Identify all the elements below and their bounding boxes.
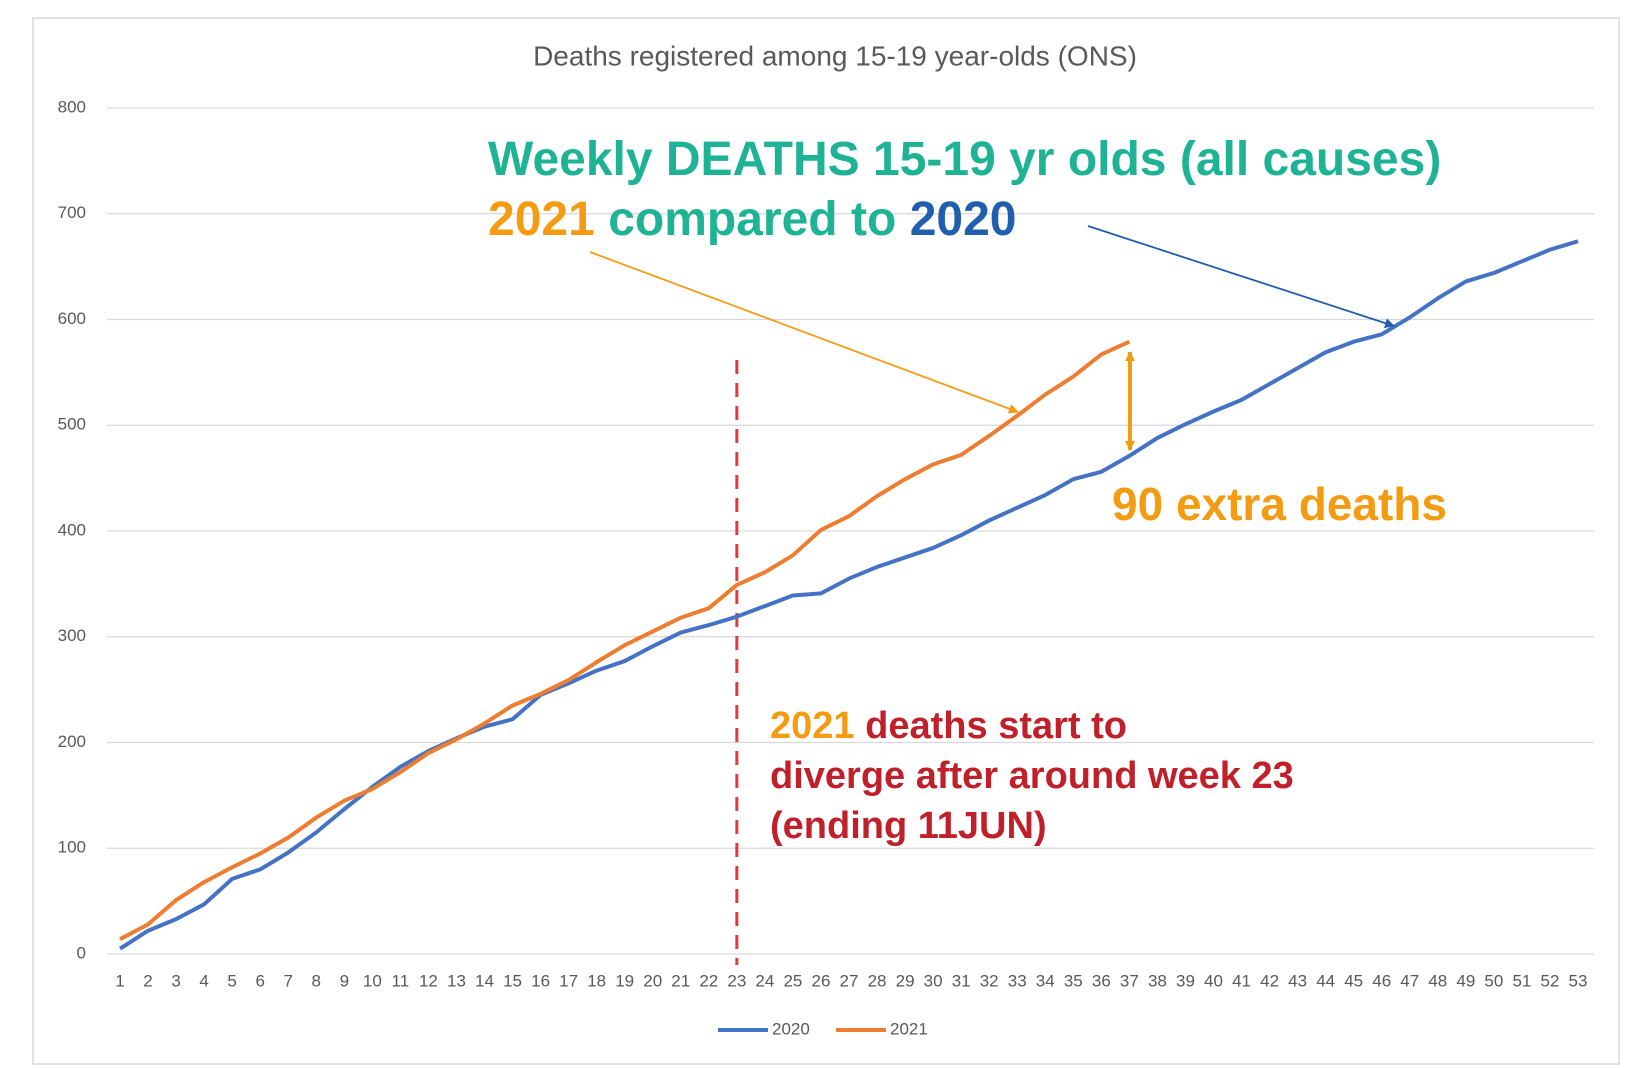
x-tick-label: 51: [1512, 971, 1531, 990]
x-tick-label: 11: [392, 971, 410, 990]
x-tick-label: 53: [1569, 971, 1588, 990]
x-tick-label: 30: [924, 971, 943, 990]
annotation-part: diverge after around week 23: [770, 755, 1294, 797]
y-tick-label: 400: [58, 520, 86, 539]
x-tick-label: 42: [1260, 971, 1279, 990]
y-tick-label: 700: [58, 203, 86, 222]
arrow: [1087, 225, 1395, 328]
annotation-part: compared to: [608, 193, 896, 246]
x-tick-label: 39: [1176, 971, 1195, 990]
x-tick-label: 37: [1120, 971, 1139, 990]
annotation: Weekly DEATHS 15-19 yr olds (all causes): [488, 133, 1441, 186]
x-tick-label: 52: [1541, 971, 1560, 990]
x-tick-label: 21: [671, 971, 690, 990]
x-tick-label: 44: [1316, 971, 1335, 990]
x-tick-label: 18: [587, 971, 606, 990]
y-tick-label: 0: [77, 943, 86, 962]
annotation: 2021 deaths start to: [770, 705, 1127, 747]
annotation-part: 2021: [770, 705, 855, 747]
x-tick-label: 34: [1036, 971, 1055, 990]
x-tick-label: 38: [1148, 971, 1167, 990]
x-tick-label: 48: [1428, 971, 1447, 990]
x-tick-label: 36: [1092, 971, 1111, 990]
x-tick-label: 27: [840, 971, 859, 990]
x-tick-label: 13: [447, 971, 466, 990]
x-tick-label: 41: [1232, 971, 1251, 990]
x-tick-label: 28: [868, 971, 887, 990]
x-tick-label: 12: [419, 971, 438, 990]
series-line: [119, 339, 1131, 941]
chart-frame: [32, 17, 1620, 1065]
x-tick-label: 29: [896, 971, 915, 990]
annotation-part: (ending 11JUN): [770, 805, 1047, 847]
x-tick-label: 5: [227, 971, 236, 990]
x-tick-label: 46: [1372, 971, 1391, 990]
x-tick-label: 20: [643, 971, 662, 990]
x-tick-label: 26: [812, 971, 831, 990]
x-tick-label: 33: [1008, 971, 1027, 990]
x-tick-label: 24: [755, 971, 774, 990]
legend-label: 2020: [772, 1019, 810, 1038]
annotation: 2021 compared to 2020: [488, 193, 1016, 246]
x-tick-label: 17: [559, 971, 578, 990]
annotation: diverge after around week 23: [770, 755, 1294, 797]
y-tick-label: 600: [58, 309, 86, 328]
annotation-part: 90 extra deaths: [1112, 478, 1447, 530]
x-tick-label: 47: [1400, 971, 1419, 990]
x-tick-label: 45: [1344, 971, 1363, 990]
x-tick-label: 9: [340, 971, 349, 990]
y-tick-label: 300: [58, 626, 86, 645]
x-tick-label: 50: [1484, 971, 1503, 990]
x-tick-label: 1: [115, 971, 124, 990]
x-tick-label: 15: [503, 971, 522, 990]
x-tick-label: 6: [255, 971, 264, 990]
annotation: (ending 11JUN): [770, 805, 1047, 847]
x-tick-label: 22: [699, 971, 718, 990]
annotation-part: 2021: [488, 193, 595, 246]
x-tick-label: 23: [727, 971, 746, 990]
x-tick-label: 8: [312, 971, 321, 990]
x-tick-label: 49: [1456, 971, 1475, 990]
x-tick-label: 3: [171, 971, 180, 990]
annotation-part: 2020: [910, 193, 1017, 246]
y-tick-label: 500: [58, 415, 86, 434]
legend-label: 2021: [890, 1019, 928, 1038]
x-tick-label: 40: [1204, 971, 1223, 990]
x-tick-label: 25: [783, 971, 802, 990]
annotation-part: Weekly DEATHS 15-19 yr olds (all causes): [488, 133, 1441, 186]
x-tick-label: 14: [475, 971, 494, 990]
annotation: 90 extra deaths: [1112, 478, 1447, 530]
x-tick-label: 4: [199, 971, 208, 990]
chart-title: Deaths registered among 15-19 year-olds …: [533, 40, 1137, 71]
x-tick-label: 19: [615, 971, 634, 990]
x-tick-label: 32: [980, 971, 999, 990]
x-tick-label: 2: [143, 971, 152, 990]
x-tick-label: 7: [283, 971, 292, 990]
x-tick-label: 16: [531, 971, 550, 990]
arrow: [589, 251, 1019, 414]
x-tick-label: 43: [1288, 971, 1307, 990]
x-tick-label: 31: [952, 971, 971, 990]
y-tick-label: 200: [58, 732, 86, 751]
y-tick-label: 100: [58, 838, 86, 857]
x-tick-label: 10: [363, 971, 382, 990]
annotation-part: deaths start to: [865, 705, 1127, 747]
y-tick-label: 800: [58, 97, 86, 116]
x-tick-label: 35: [1064, 971, 1083, 990]
